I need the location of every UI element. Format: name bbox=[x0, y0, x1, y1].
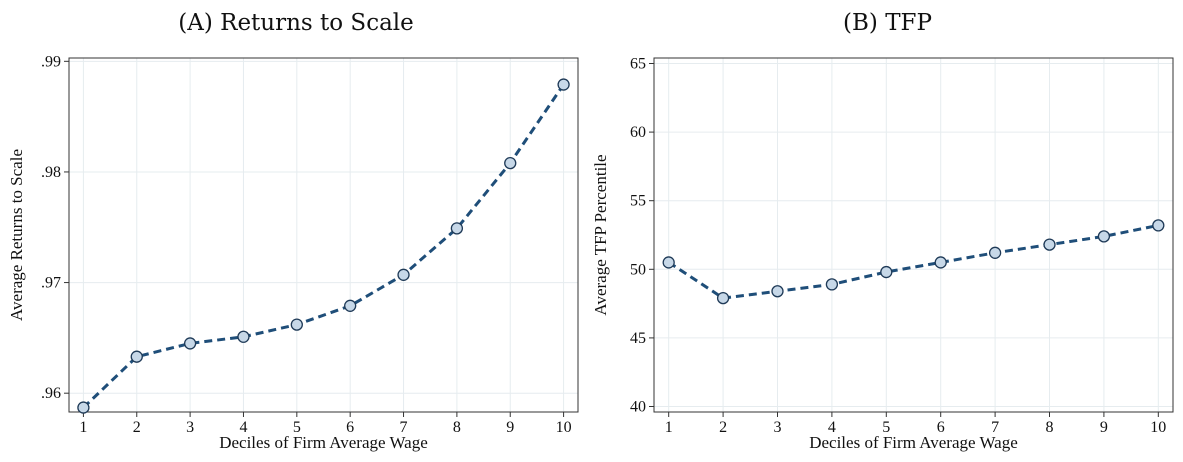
x-tick-label: 5 bbox=[293, 419, 301, 436]
y-tick-label: 60 bbox=[630, 124, 646, 141]
series-line bbox=[667, 223, 1159, 300]
chart-title-text: Returns to Scale bbox=[220, 10, 414, 36]
data-point bbox=[130, 350, 143, 363]
x-axis-label: Deciles of Firm Average Wage bbox=[219, 433, 428, 452]
x-tick-label: 1 bbox=[665, 419, 673, 436]
chart-returns-to-scale: 1 2 3 4 5 6 7 8 9 10 .96 .97 .98 .99 Deciles of Firm A… bbox=[7, 53, 579, 452]
x-tick-label: 2 bbox=[133, 419, 141, 436]
data-point bbox=[397, 268, 410, 281]
data-point bbox=[662, 256, 675, 269]
data-point bbox=[450, 222, 464, 235]
x-tick-label: 6 bbox=[937, 419, 945, 436]
y-tick-label: .98 bbox=[41, 164, 61, 181]
data-point bbox=[934, 256, 947, 269]
chart-title-text: TFP bbox=[885, 10, 932, 36]
x-tick-label: 4 bbox=[239, 419, 247, 436]
panel-tfp: (B) TFP 1 2 3 4 5 6 7 8 9 10 40 45 50 55 60 65 Deciles o… bbox=[591, 0, 1183, 462]
x-tick-label: 4 bbox=[828, 419, 836, 436]
x-axis-label: Deciles of Firm Average Wage bbox=[809, 433, 1018, 452]
y-tick-label: .99 bbox=[41, 53, 61, 70]
data-point bbox=[77, 401, 90, 414]
panel-returns-to-scale: (A) Returns to Scale 1 2 3 4 5 6 7 8 9 10 .96 .97 .9… bbox=[0, 10, 592, 452]
x-tick-label: 1 bbox=[79, 419, 87, 436]
x-tick-label: 9 bbox=[506, 419, 514, 436]
data-point bbox=[290, 318, 303, 331]
y-axis-label: Average TFP Percentile bbox=[591, 154, 610, 315]
plot-frame bbox=[68, 57, 579, 413]
y-tick-label: 50 bbox=[630, 261, 646, 278]
data-point bbox=[1152, 219, 1165, 232]
x-tick-label: 10 bbox=[1150, 419, 1166, 436]
y-axis-label: Average Returns to Scale bbox=[7, 149, 26, 321]
y-tick-label: .97 bbox=[41, 275, 61, 292]
data-point bbox=[771, 285, 784, 298]
data-point bbox=[1043, 238, 1056, 251]
data-point bbox=[825, 278, 839, 291]
data-point bbox=[237, 330, 250, 343]
y-tick-label: 40 bbox=[630, 399, 646, 416]
panel-label: (A) bbox=[178, 10, 213, 36]
x-tick-label: 9 bbox=[1100, 419, 1108, 436]
plot-frame bbox=[653, 57, 1174, 413]
x-tick-label: 10 bbox=[556, 419, 572, 436]
x-tick-label: 6 bbox=[346, 419, 354, 436]
panel-label: (B) bbox=[843, 10, 878, 36]
y-tick-label: 65 bbox=[630, 55, 646, 72]
data-point bbox=[988, 246, 1002, 259]
x-tick-label: 5 bbox=[882, 419, 890, 436]
x-tick-label: 8 bbox=[1046, 419, 1054, 436]
chart-title: (A) Returns to Scale bbox=[0, 10, 592, 36]
x-tick-label: 8 bbox=[453, 419, 461, 436]
y-tick-label: .96 bbox=[41, 385, 61, 402]
x-tick-label: 3 bbox=[773, 419, 781, 436]
data-point bbox=[716, 291, 730, 305]
data-point bbox=[557, 78, 570, 91]
x-tick-label: 2 bbox=[719, 419, 727, 436]
data-point bbox=[1097, 230, 1111, 243]
data-point bbox=[880, 265, 893, 279]
data-point bbox=[504, 156, 517, 170]
x-tick-label: 3 bbox=[186, 419, 194, 436]
x-tick-label: 7 bbox=[400, 419, 408, 436]
x-tick-label: 7 bbox=[991, 419, 999, 436]
data-point bbox=[344, 299, 357, 312]
chart-title: (B) TFP bbox=[592, 10, 1183, 36]
y-tick-label: 55 bbox=[630, 193, 646, 210]
series-line bbox=[82, 83, 565, 409]
data-point bbox=[183, 337, 197, 350]
y-tick-label: 45 bbox=[630, 330, 646, 347]
